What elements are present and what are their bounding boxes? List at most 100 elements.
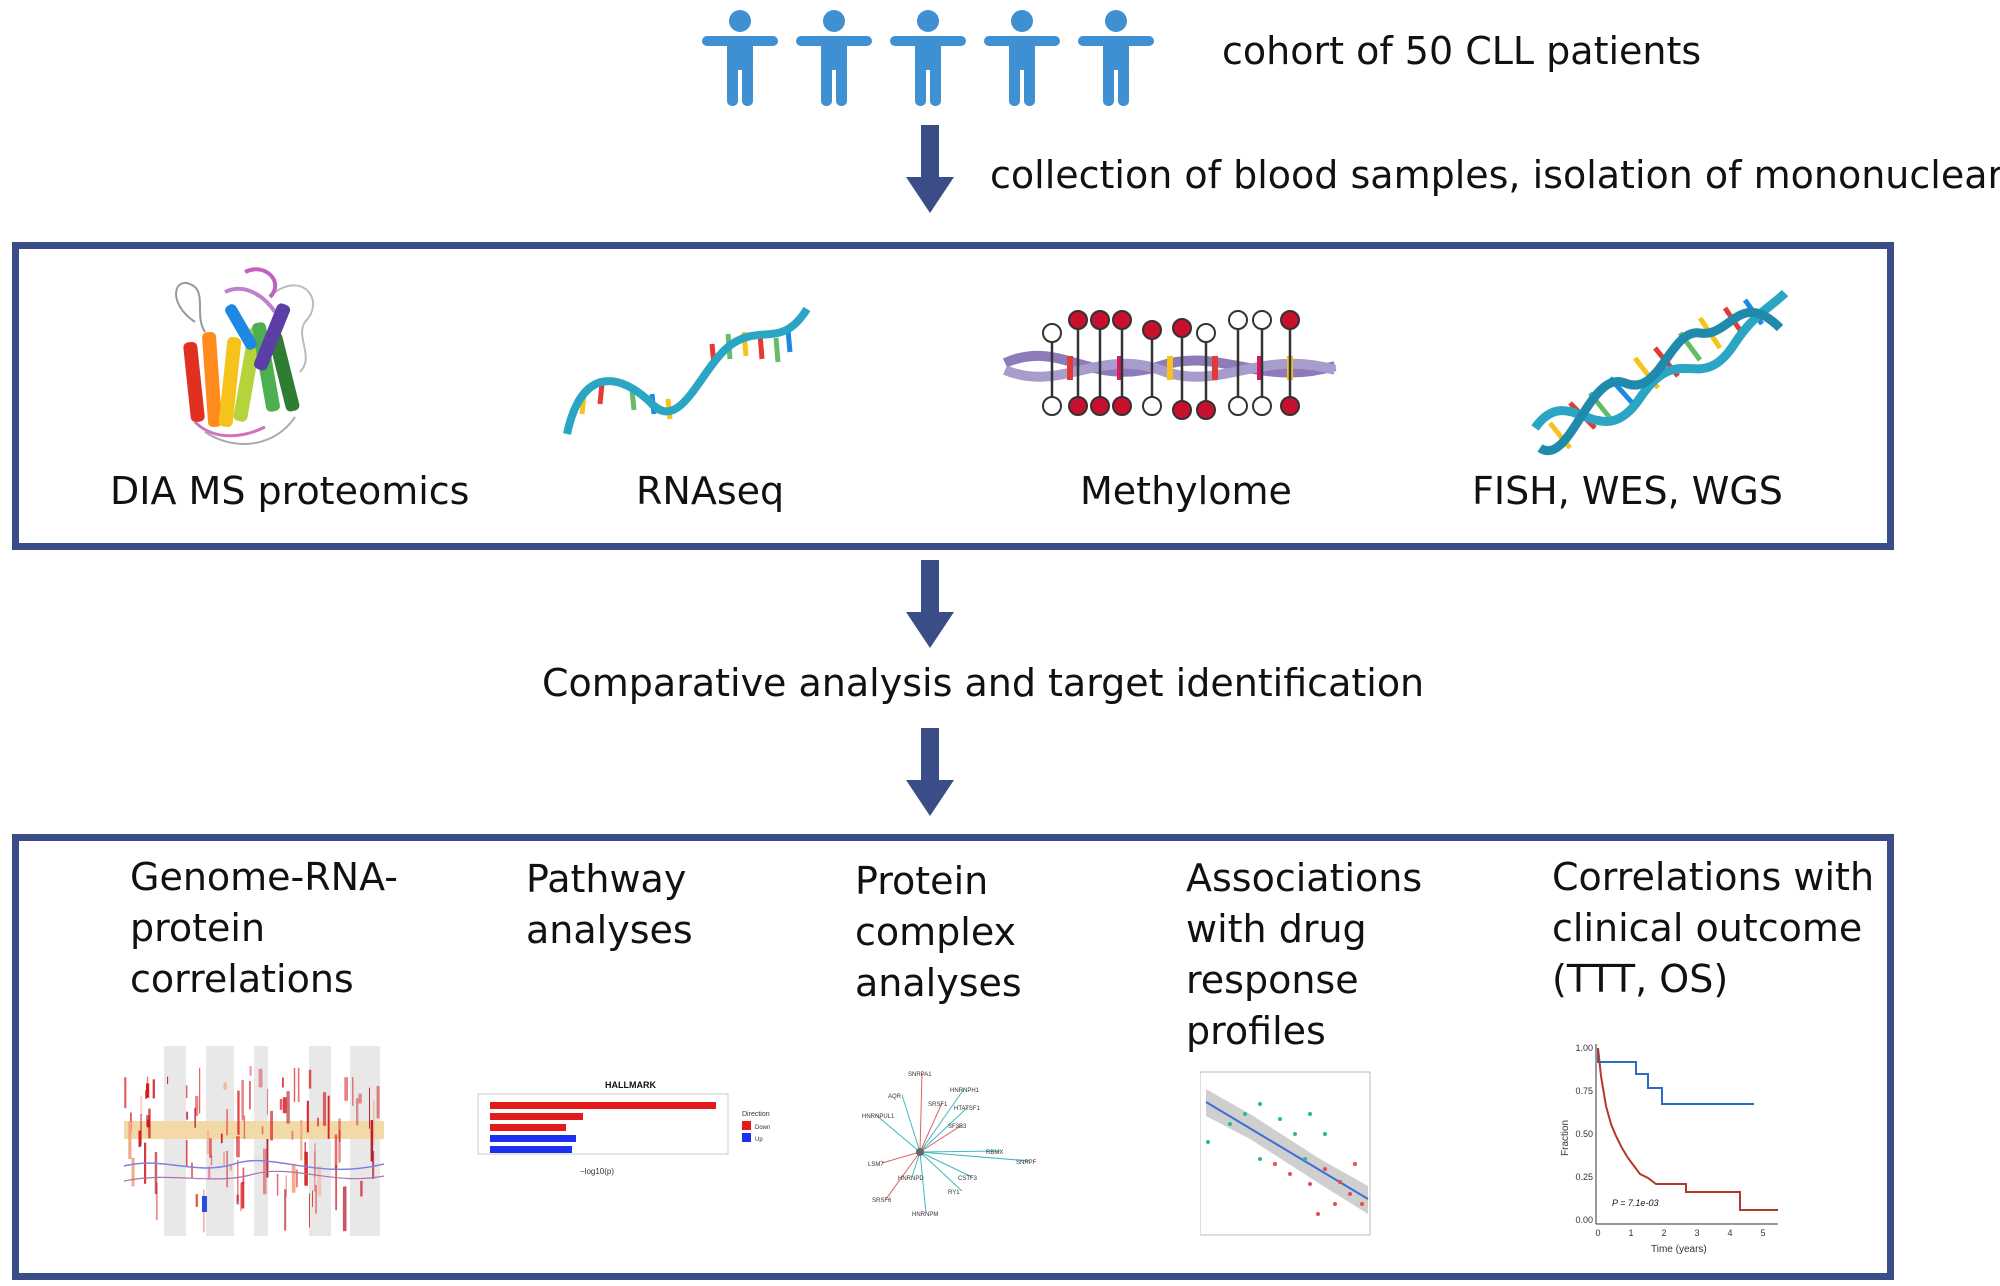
- heatmap-cell: [167, 1076, 169, 1085]
- heatmap-cell: [315, 1184, 317, 1214]
- km-xtick: 3: [1694, 1228, 1699, 1238]
- heatmap-cell: [358, 1093, 362, 1104]
- omics-label-methylome: Methylome: [1080, 469, 1292, 513]
- heatmap-cell: [322, 1092, 327, 1126]
- heatmap-cell: [241, 1181, 245, 1209]
- heatmap-cell: [241, 1079, 244, 1121]
- network-edge: [919, 1151, 973, 1178]
- analysis-label-complex: Protein complex analyses: [855, 859, 1022, 1005]
- heatmap-cell: [223, 1082, 227, 1090]
- heatmap-cell: [242, 1167, 245, 1184]
- heatmap-cell: [208, 1166, 211, 1179]
- scatter-point: [1278, 1117, 1282, 1121]
- heatmap-cell: [335, 1164, 337, 1211]
- heatmap-cell: [199, 1067, 201, 1114]
- heatmap-cell: [291, 1130, 294, 1140]
- pathway-thumb-legend-title: Direction: [742, 1111, 770, 1118]
- heatmap-cell: [131, 1157, 135, 1187]
- scatter-point: [1303, 1157, 1307, 1161]
- scatter-point: [1348, 1192, 1352, 1196]
- heatmap-cell: [372, 1150, 375, 1179]
- heatmap-cell: [229, 1164, 233, 1171]
- omics-box: [12, 242, 1894, 550]
- heatmap-cell: [191, 1162, 193, 1179]
- scatter-point: [1258, 1102, 1262, 1106]
- network-edge: [919, 1088, 965, 1153]
- heatmap-cell: [237, 1090, 240, 1135]
- heatmap-cell: [356, 1098, 359, 1126]
- heatmap-cell: [195, 1194, 198, 1207]
- scatter-point: [1258, 1157, 1262, 1161]
- person-icon: [796, 10, 872, 106]
- down-arrow-icon: [906, 728, 954, 816]
- km-xlabel: Time (years): [1651, 1244, 1707, 1255]
- heatmap-cell: [186, 1111, 189, 1120]
- heatmap-cell: [282, 1077, 284, 1088]
- heatmap-cell: [297, 1067, 300, 1102]
- scatter-point: [1338, 1180, 1342, 1184]
- km-ytick: 0.50: [1575, 1129, 1593, 1139]
- heatmap-cell: [226, 1150, 228, 1188]
- heatmap-cell: [286, 1091, 290, 1124]
- heatmap-cell: [148, 1108, 151, 1139]
- heatmap-cell: [314, 1151, 316, 1192]
- cohort-label: cohort of 50 CLL patients: [1222, 29, 1702, 73]
- heatmap-cell: [317, 1166, 322, 1196]
- km-ytick: 0.00: [1575, 1215, 1593, 1225]
- heatmap-cell: [266, 1139, 269, 1178]
- heatmap-cell: [152, 1079, 155, 1099]
- heatmap-cell: [312, 1190, 313, 1207]
- heatmap-cell: [237, 1159, 239, 1202]
- scatter-point: [1273, 1162, 1277, 1166]
- collection-label: collection of blood samples, isolation o…: [990, 153, 2000, 197]
- heatmap-cell: [124, 1077, 127, 1109]
- heatmap-cell: [140, 1114, 142, 1146]
- network-edge: [919, 1124, 963, 1153]
- km-xtick: 1: [1628, 1228, 1633, 1238]
- heatmap-cell: [314, 1143, 316, 1177]
- analysis-label-clinical-outcome: Correlations with clinical outcome (TTT,…: [1552, 855, 1875, 1001]
- network-edge: [881, 1151, 921, 1164]
- rna-strand-icon: [563, 306, 811, 435]
- km-ytick: 1.00: [1575, 1043, 1593, 1053]
- methylated-dna-icon: [1002, 310, 1337, 420]
- heatmap-cell: [154, 1152, 158, 1195]
- network-edge: [919, 1102, 943, 1153]
- network-edge: [875, 1114, 921, 1153]
- km-ytick: 0.25: [1575, 1172, 1593, 1182]
- km-pvalue: P = 7.1e-03: [1612, 1198, 1658, 1208]
- km-xtick: 2: [1661, 1228, 1666, 1238]
- km-ylabel: Fraction: [1560, 1120, 1571, 1156]
- heatmap-cell: [266, 1088, 269, 1115]
- km-xtick: 0: [1595, 1228, 1600, 1238]
- analysis-label-pathway: Pathway analyses: [526, 857, 693, 952]
- heatmap-cell: [376, 1086, 380, 1119]
- protein-structure-icon: [175, 267, 315, 445]
- heatmap-cell: [210, 1155, 213, 1166]
- heatmap-cell: [185, 1140, 188, 1167]
- scatter-point: [1333, 1202, 1337, 1206]
- scatter-point: [1308, 1182, 1312, 1186]
- analyses-box: [12, 834, 1894, 1280]
- network-edge: [919, 1072, 923, 1153]
- heatmap-cell: [308, 1069, 312, 1089]
- heatmap-cell: [279, 1099, 283, 1110]
- heatmap-cell: [306, 1100, 309, 1133]
- heatmap-cell: [243, 1115, 246, 1139]
- down-arrow-icon: [906, 125, 954, 213]
- network-node-label: HNRNPD: [898, 1176, 924, 1182]
- pathway-thumb-legend-up: Up: [755, 1137, 763, 1143]
- network-node-label: SRSF1: [928, 1102, 948, 1108]
- network-thumbnail: SNRPA1 AQR HNRNPH1 SRSF1 HTATSF1 HNRNPUL1 SF3B…: [862, 1072, 1037, 1218]
- pathway-thumb-legend-down: Down: [755, 1125, 770, 1131]
- heatmap-cell: [276, 1173, 279, 1196]
- heatmap-cell: [195, 1096, 199, 1116]
- network-edge: [919, 1150, 1001, 1153]
- network-node-label: RBMX: [986, 1150, 1003, 1156]
- heatmap-cell: [240, 1183, 242, 1212]
- network-node-label: HTATSF1: [954, 1106, 980, 1112]
- heatmap-cell: [258, 1068, 263, 1088]
- heatmap-cell: [284, 1189, 287, 1231]
- heatmap-cell: [128, 1121, 132, 1160]
- heatmap-cell: [226, 1109, 228, 1136]
